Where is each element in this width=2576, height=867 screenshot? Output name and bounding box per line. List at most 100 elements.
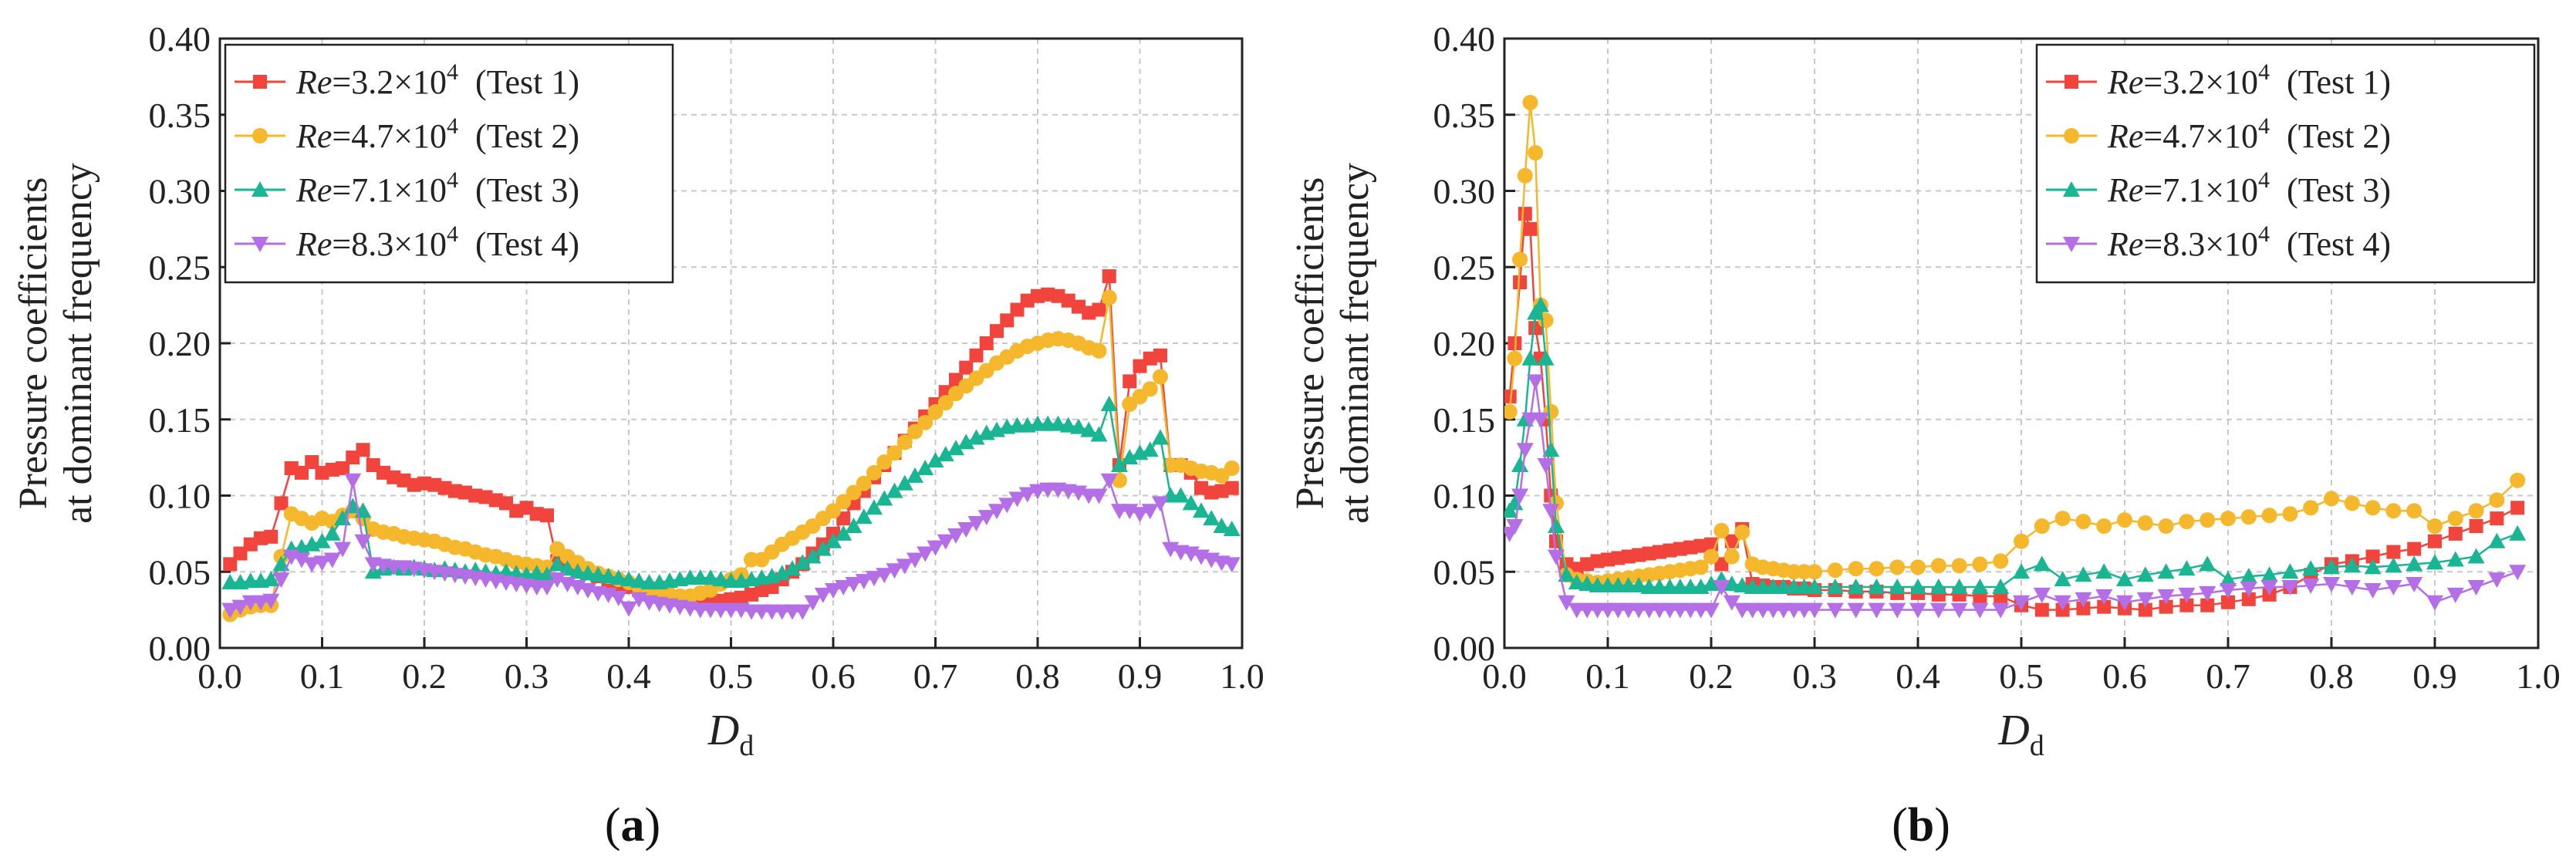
legend: Re=3.2×104 (Test 1) Re=4.7×104 (Test 2) Re=7… [224, 43, 674, 284]
data-point [1070, 418, 1087, 434]
legend-entry: Re=7.1×104 (Test 3) [235, 167, 579, 209]
data-point [773, 565, 791, 581]
data-point [305, 455, 319, 470]
data-point [814, 587, 832, 603]
data-point [2095, 589, 2113, 605]
data-point [1910, 559, 1926, 575]
data-point [2221, 595, 2235, 609]
x-tick-label: 0.0 [198, 656, 242, 696]
data-point [272, 572, 290, 589]
data-point [1224, 460, 1240, 476]
data-point [1734, 577, 1751, 593]
y-tick-label: 0.20 [1433, 324, 1496, 363]
data-point [825, 532, 842, 548]
data-point [1511, 457, 1529, 472]
data-point [336, 460, 349, 475]
data-point [1152, 496, 1169, 512]
data-point [2241, 592, 2256, 606]
data-point [1090, 426, 1108, 442]
data-point [967, 516, 985, 532]
data-point [1992, 579, 2010, 594]
data-point [1511, 488, 1529, 504]
y-tick-label: 0.35 [149, 96, 211, 135]
data-point [2282, 506, 2298, 522]
data-point [2343, 580, 2361, 595]
x-tick-label: 1.0 [1220, 656, 1264, 696]
chart-panel-a: 0.0 0.1 0.2 0.3 0.4 0.5 0.6 0.7 0.8 0.9 1.0 0.00 0.0… [12, 19, 1264, 762]
data-point [1531, 296, 1549, 312]
data-point [2199, 585, 2216, 602]
data-point [2260, 580, 2278, 595]
data-point [2220, 511, 2236, 527]
data-point [1909, 579, 1926, 594]
legend-marker [252, 237, 268, 252]
data-point [2178, 560, 2196, 576]
data-point [1008, 491, 1026, 508]
series-4 [221, 473, 1241, 620]
x-tick-label: 0.2 [402, 656, 447, 696]
legend-entry: Re=4.7×104 (Test 2) [2046, 113, 2391, 155]
data-point [1213, 518, 1231, 533]
data-point [1723, 575, 1740, 592]
data-point [1558, 595, 1575, 611]
data-point [876, 568, 893, 584]
data-point [990, 324, 1004, 339]
data-point [825, 503, 841, 519]
data-point [2076, 601, 2091, 616]
legend-marker [2064, 128, 2079, 143]
data-point [1141, 504, 1159, 520]
data-point [2158, 518, 2174, 534]
data-point [293, 552, 310, 568]
data-point [599, 568, 617, 584]
data-point [2240, 568, 2257, 584]
data-point [1826, 579, 1844, 594]
y-tick-label: 0.30 [149, 172, 211, 211]
data-point [2510, 472, 2526, 488]
data-point [2240, 581, 2257, 597]
data-point [540, 508, 554, 523]
data-point [866, 571, 883, 587]
y-axis-label: Pressure coefficients [12, 177, 56, 510]
data-point [252, 595, 269, 611]
data-point [1807, 564, 1822, 580]
data-point [569, 563, 586, 579]
data-point [2136, 592, 2154, 608]
data-point [1723, 595, 1740, 611]
data-point [1703, 602, 1720, 619]
data-point [2324, 491, 2339, 507]
data-point [2157, 589, 2175, 605]
data-point [334, 541, 351, 558]
data-point [876, 490, 893, 506]
x-tick-label: 0.1 [1585, 656, 1630, 696]
data-point [866, 464, 882, 481]
data-point [1049, 415, 1067, 431]
data-point [998, 498, 1016, 514]
y-tick-label: 0.00 [1433, 629, 1496, 668]
data-point [2428, 534, 2442, 548]
data-point [835, 580, 852, 595]
data-point [1131, 507, 1149, 523]
x-tick-label: 0.5 [1999, 656, 2044, 696]
legend-label: Re=8.3×104 (Test 4) [2107, 221, 2391, 263]
legend-label: Re=7.1×104 (Test 3) [295, 167, 579, 209]
data-point [272, 555, 290, 572]
data-point [1080, 421, 1098, 437]
data-point [1703, 575, 1720, 592]
y-tick-label: 0.20 [149, 324, 211, 363]
data-point [1142, 381, 1158, 397]
data-point [1869, 561, 1885, 577]
data-point [896, 558, 913, 575]
data-point [906, 467, 923, 483]
data-point [1713, 522, 1730, 538]
x-tick-label: 0.7 [2206, 656, 2250, 696]
data-point [2179, 514, 2195, 530]
y-axis-label: at dominant frequency [56, 163, 100, 524]
data-point [967, 429, 985, 445]
data-point [1724, 548, 1740, 565]
series-4 [1504, 374, 2527, 619]
data-point [1000, 313, 1015, 328]
data-point [356, 443, 370, 457]
data-point [804, 548, 822, 564]
data-point [836, 494, 852, 510]
data-point [2446, 551, 2464, 567]
